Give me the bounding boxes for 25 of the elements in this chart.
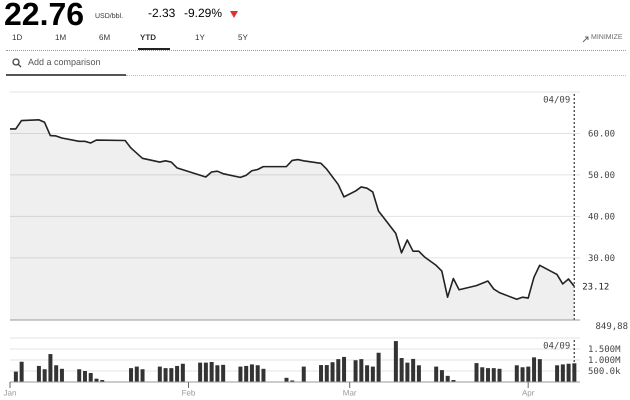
- x-tick-label: Feb: [182, 388, 196, 398]
- x-tick-label: Jan: [4, 388, 16, 398]
- text: 1D: [12, 33, 22, 42]
- text: 6M: [99, 33, 110, 42]
- y-tick-label: 60.00: [588, 130, 616, 140]
- y-tick-label: 1.500M: [588, 345, 622, 356]
- text: YTD: [140, 33, 156, 42]
- chart-title: 22.76: [4, 0, 84, 33]
- y-tick-label: 50.00: [588, 171, 616, 182]
- y-tick-label: 1.000M: [588, 356, 622, 366]
- text: 849,88: [595, 322, 628, 332]
- text: 1Y: [195, 33, 205, 42]
- y-tick-label: 500.0k: [588, 367, 622, 378]
- text: Add a comparison: [28, 57, 101, 67]
- text: -9.29%: [184, 6, 222, 20]
- y-tick-label: 30.00: [588, 254, 616, 264]
- y-tick-label: 40.00: [588, 212, 616, 223]
- x-tick-label: Mar: [342, 388, 357, 398]
- ref-line-label: 04/09: [543, 341, 570, 352]
- ref-line-label: 04/09: [543, 95, 570, 106]
- text: 5Y: [238, 33, 248, 42]
- text: 1M: [55, 33, 66, 42]
- x-tick-label: Apr: [522, 388, 535, 398]
- annotation: 23.12: [582, 282, 610, 293]
- text: -2.33: [148, 6, 176, 20]
